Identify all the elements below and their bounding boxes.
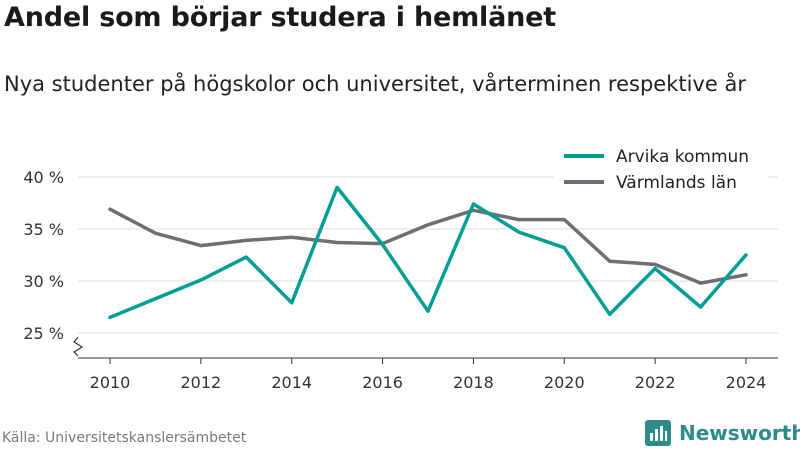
source-note: Källa: Universitetskanslersämbetet: [2, 430, 247, 446]
legend-background: [554, 140, 768, 198]
chart-title: Andel som börjar studera i hemlänet: [4, 2, 556, 33]
newsworthy-logo-icon: [645, 420, 671, 446]
series-line-varmland: [108, 207, 748, 285]
brand-name: Newsworthy: [679, 421, 800, 445]
axis-break-icon: [73, 336, 84, 357]
legend-label: Arvika kommun: [616, 147, 749, 167]
y-tick-label: 25 %: [23, 324, 64, 343]
x-tick-label: 2024: [726, 373, 767, 392]
y-tick-label: 40 %: [23, 168, 64, 187]
x-tick-label: 2018: [453, 373, 494, 392]
brand-logo: Newsworthy: [645, 420, 800, 446]
x-tick-label: 2010: [90, 373, 131, 392]
x-tick-label: 2012: [180, 373, 221, 392]
x-tick-label: 2014: [271, 373, 312, 392]
series-line-arvika: [108, 185, 748, 320]
legend-label: Värmlands län: [616, 173, 737, 193]
x-tick-label: 2020: [544, 373, 585, 392]
x-tick-label: 2022: [635, 373, 676, 392]
chart-subtitle: Nya studenter på högskolor och universit…: [4, 72, 746, 96]
x-tick-label: 2016: [362, 373, 403, 392]
y-tick-label: 30 %: [23, 272, 64, 291]
y-tick-label: 35 %: [23, 220, 64, 239]
